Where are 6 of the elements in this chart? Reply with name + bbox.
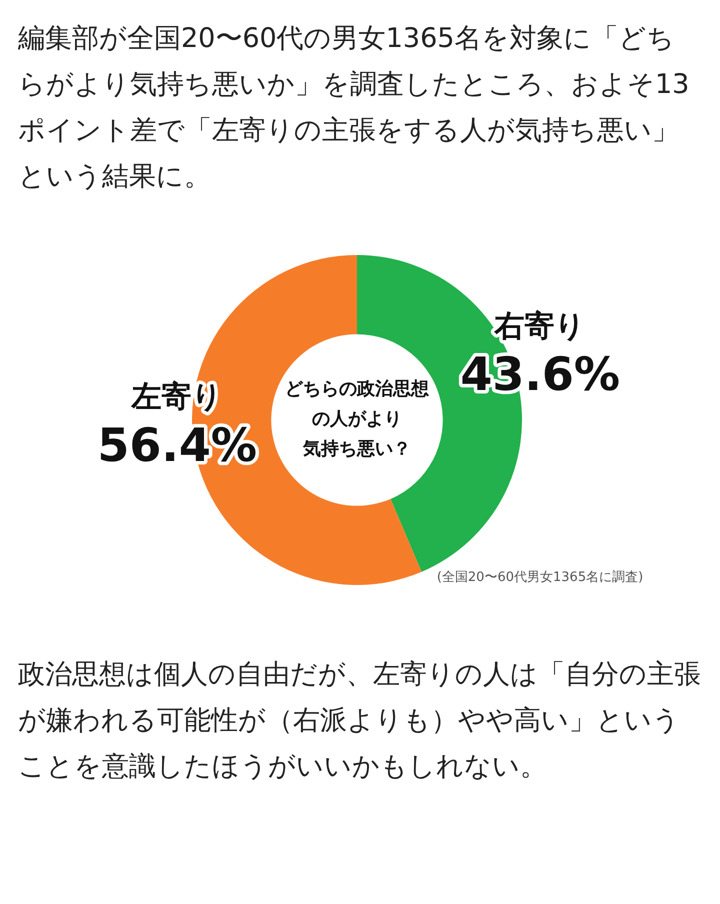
slice-label: 左寄り (130, 380, 223, 415)
text: 政治思想は個人の自由だが、左寄りの人は「自分の主張が嫌われる可能性が（右派よりも）やや高い」ということを意識したほうがいいかもしれない。 (17, 658, 702, 784)
text: どちらの政治思想の人がより気持ち悪い？ (285, 378, 429, 460)
chart-subtitle: 編集部が全国20〜60代の男女1365名を対象に「どちらがより気持ち悪いか」を調査したところ、およそ13ポイント差で「左寄りの主張をする人が気持ち悪い」という結果に。 (17, 22, 690, 194)
text: (全国20〜60代男女1365名に調査) (436, 569, 644, 586)
slice-label: 右寄り (494, 308, 586, 344)
